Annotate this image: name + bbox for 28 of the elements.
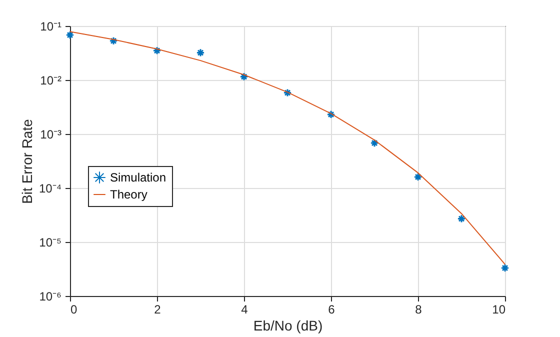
x-tick-label: 2 <box>154 302 162 316</box>
y-tick-label: 10⁻⁴ <box>38 182 62 196</box>
point <box>283 88 292 98</box>
y-tick-label: 10⁻⁶ <box>39 290 62 304</box>
point <box>109 36 118 46</box>
line-series <box>70 31 506 265</box>
point <box>414 172 422 182</box>
legend-label: Theory <box>110 188 148 202</box>
point <box>457 214 466 223</box>
point <box>326 110 336 119</box>
x-tick-label: 6 <box>328 302 336 316</box>
y-tick-label: 10⁻¹ <box>40 20 62 34</box>
point <box>152 46 162 55</box>
y-tick-label: 10⁻² <box>40 74 62 88</box>
x-tick-label: 4 <box>241 302 248 316</box>
x-tick-label: 10 <box>492 302 506 316</box>
legend-label: Simulation <box>110 170 166 184</box>
x-tick-label: 8 <box>415 302 422 316</box>
point <box>240 72 248 82</box>
x-axis-title: Eb/No (dB) <box>253 318 323 334</box>
y-tick-label: 10⁻⁵ <box>39 236 62 250</box>
point <box>500 264 510 272</box>
y-tick-label: 10⁻³ <box>40 128 62 142</box>
y-axis-title: Bit Error Rate <box>18 118 35 204</box>
x-tick-label: 0 <box>70 302 78 316</box>
point <box>370 138 379 148</box>
point <box>66 30 74 40</box>
point <box>196 48 205 58</box>
